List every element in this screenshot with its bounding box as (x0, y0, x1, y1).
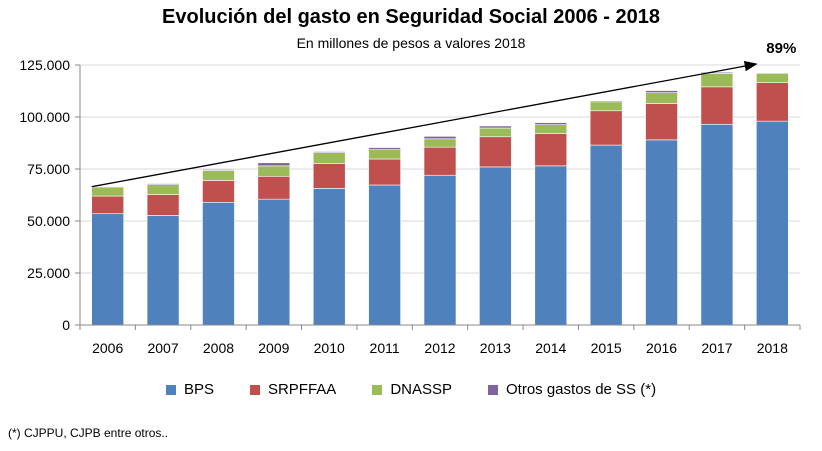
bar-segment-4 (91, 186, 124, 189)
bar-segment-4 (423, 136, 457, 140)
legend-label-dnassp: DNASSP (390, 381, 452, 398)
bar-segment-4 (312, 151, 346, 153)
bar-segment-2 (91, 195, 124, 215)
x-tick-label: 2011 (370, 340, 400, 356)
y-tick-label: 25.000 (27, 265, 70, 281)
bar-segment-3 (534, 124, 568, 134)
y-tick-label: 50.000 (27, 213, 70, 229)
bar-segment-3 (146, 184, 180, 195)
bar-segment-3 (312, 152, 346, 164)
bar-segment-3 (368, 149, 401, 160)
bar-segment-4 (589, 100, 623, 103)
bar-segment-4 (146, 183, 180, 185)
legend: BPS SRPFFAA DNASSP Otros gastos de SS (*… (0, 381, 822, 398)
x-tick-label: 2008 (203, 340, 234, 356)
bar-segment-1 (589, 144, 623, 326)
bar-segment-1 (202, 201, 235, 326)
x-tick-label: 2012 (424, 340, 455, 356)
legend-item-srpffaa: SRPFFAA (249, 381, 337, 398)
x-tick-label: 2006 (92, 340, 123, 356)
bar-segment-1 (423, 174, 457, 326)
x-tick-label: 2007 (147, 340, 178, 356)
y-tick-label: 75.000 (27, 161, 70, 177)
legend-swatch-dnassp (372, 384, 383, 395)
bar-segment-3 (91, 187, 124, 197)
legend-item-dnassp: DNASSP (372, 381, 452, 398)
legend-item-otros: Otros gastos de SS (*) (488, 381, 656, 398)
y-tick-label: 0 (62, 317, 70, 333)
bar-segment-1 (312, 188, 346, 326)
bar-segment-4 (479, 125, 512, 129)
legend-item-bps: BPS (165, 381, 214, 398)
bar-segment-1 (146, 215, 180, 326)
legend-swatch-bps (165, 384, 176, 395)
x-tick-label: 2010 (314, 340, 345, 356)
axes: 0 25.000 50.000 75.000 100.000 125.000 2006 200… (19, 57, 801, 356)
x-tick-label: 2015 (591, 340, 622, 356)
legend-label-otros: Otros gastos de SS (*) (506, 381, 657, 398)
trend-annotation: 89% (91, 40, 796, 188)
bar-segment-4 (257, 162, 291, 167)
bar-segment-3 (257, 165, 291, 177)
growth-label: 89% (766, 40, 796, 57)
bar-segment-2 (479, 136, 512, 168)
bar-segment-1 (257, 198, 291, 326)
x-tick-label: 2016 (646, 340, 677, 356)
legend-swatch-otros (488, 384, 498, 395)
footnote: (*) CJPPU, CJPB entre otros.. (8, 426, 169, 440)
y-tick-label: 100.000 (19, 109, 70, 125)
bar-segment-1 (479, 166, 512, 326)
bar-segment-2 (645, 103, 678, 141)
chart-subtitle: En millones de pesos a valores 2018 (296, 35, 526, 51)
legend-label-srpffaa: SRPFFAA (267, 381, 337, 398)
bar-segment-3 (479, 127, 512, 138)
bar-segment-1 (368, 184, 401, 326)
legend-swatch-srpffaa (249, 384, 260, 395)
bar-segment-2 (146, 194, 180, 216)
bar-segment-2 (312, 163, 346, 189)
bar-segment-3 (589, 101, 623, 112)
x-tick-label: 2009 (258, 340, 289, 356)
bar-segment-1 (756, 120, 789, 326)
x-tick-label: 2014 (535, 340, 566, 356)
chart-title: Evolución del gasto en Seguridad Social … (162, 6, 660, 28)
bars (91, 71, 789, 326)
bar-segment-1 (645, 139, 678, 326)
bar-segment-3 (645, 92, 678, 104)
bar-segment-4 (645, 90, 678, 93)
bar-segment-2 (202, 180, 235, 203)
bar-segment-4 (202, 169, 235, 171)
y-tick-label: 125.000 (19, 57, 70, 73)
x-tick-label: 2018 (757, 340, 788, 356)
legend-label-bps: BPS (183, 381, 214, 398)
x-tick-label: 2017 (701, 340, 732, 356)
bar-segment-1 (91, 213, 124, 326)
bar-segment-2 (700, 86, 734, 125)
bar-segment-3 (700, 73, 734, 88)
x-tick-label: 2013 (480, 340, 511, 356)
bar-segment-3 (756, 73, 789, 83)
bar-segment-3 (423, 138, 457, 148)
bar-segment-4 (700, 71, 734, 74)
bar-segment-2 (589, 110, 623, 146)
bar-segment-4 (368, 147, 401, 150)
trend-arrow (91, 61, 758, 188)
bar-segment-2 (368, 158, 401, 186)
bar-segment-2 (756, 82, 789, 122)
bar-segment-1 (700, 123, 734, 326)
bar-segment-2 (534, 133, 568, 167)
bar-segment-3 (202, 170, 235, 181)
bar-segment-1 (534, 165, 568, 326)
bar-segment-4 (534, 122, 568, 125)
bar-segment-2 (257, 175, 291, 200)
bar-segment-2 (423, 146, 457, 176)
